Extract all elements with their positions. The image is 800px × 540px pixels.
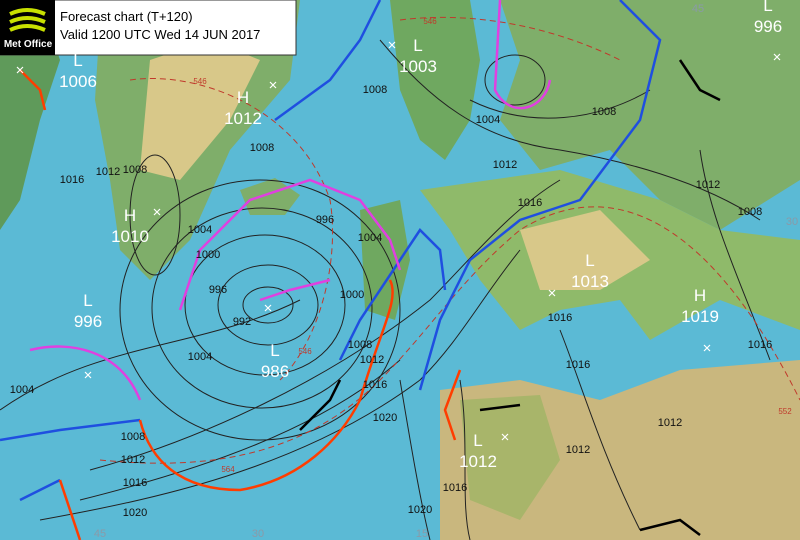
logo-text: Met Office: [4, 39, 53, 50]
isobar-label: 1016: [123, 477, 147, 489]
isobar-label: 1012: [493, 159, 517, 171]
center-pressure: 1019: [681, 307, 719, 326]
labels: L 1006 H 1012 H 1010 L 996 L 986 L 1003 L 996 L 1013 H 10…: [10, 0, 798, 540]
isobar-label: 1000: [340, 289, 364, 301]
isobar-label: 992: [233, 316, 251, 328]
isobar-label: 1008: [363, 84, 387, 96]
isobar-label: 1012: [96, 166, 120, 178]
center-type: H: [237, 88, 249, 107]
isobar-label: 1012: [121, 454, 145, 466]
thickness-label: 546: [423, 17, 437, 26]
isobar-label: 1004: [188, 351, 212, 363]
isobar-label: 1008: [348, 339, 372, 351]
center-type: L: [83, 291, 92, 310]
center-type: L: [763, 0, 772, 15]
center-pressure: 1006: [59, 72, 97, 91]
center-type: L: [585, 251, 594, 270]
center-pressure: 1012: [459, 452, 497, 471]
grid-label: 15: [416, 528, 428, 540]
center-pressure: 1010: [111, 227, 149, 246]
grid-label: 45: [94, 528, 106, 540]
header-box: Met Office Forecast chart (T+120) Valid …: [0, 0, 297, 56]
center-cross: [264, 304, 272, 312]
isobar-label: 996: [316, 214, 334, 226]
isobar-label: 1004: [10, 384, 34, 396]
isobar-label: 1008: [250, 142, 274, 154]
isobar-label: 1020: [123, 507, 147, 519]
thickness-label: 546: [298, 347, 312, 356]
grid-label: 30: [786, 216, 798, 228]
valid-time: Valid 1200 UTC Wed 14 JUN 2017: [60, 27, 260, 42]
center-pressure: 996: [74, 312, 102, 331]
center-type: H: [694, 286, 706, 305]
center-cross: [16, 66, 24, 74]
center-cross: [773, 53, 781, 61]
thickness-label: 552: [778, 407, 792, 416]
isobar-label: 1016: [60, 174, 84, 186]
thickness-label: 546: [193, 77, 207, 86]
fronts: [0, 0, 721, 540]
center-cross: [548, 289, 556, 297]
isobar-label: 1004: [188, 224, 212, 236]
center-pressure: 1013: [571, 272, 609, 291]
center-type: L: [270, 341, 279, 360]
isobar-label: 1016: [566, 359, 590, 371]
center-cross: [84, 371, 92, 379]
isobar-label: 1004: [358, 232, 382, 244]
isobar-label: 1016: [548, 312, 572, 324]
isobar-label: 996: [209, 284, 227, 296]
center-type: L: [413, 36, 422, 55]
isobar-label: 1012: [360, 354, 384, 366]
isobar-label: 1008: [738, 206, 762, 218]
isobar-label: 1012: [566, 444, 590, 456]
center-type: H: [124, 206, 136, 225]
center-cross: [388, 41, 396, 49]
thickness-label: 564: [221, 465, 235, 474]
isobar-label: 1008: [592, 106, 616, 118]
isobar-label: 1008: [123, 164, 147, 176]
isobar-label: 1016: [363, 379, 387, 391]
center-pressure: 1003: [399, 57, 437, 76]
center-type: L: [73, 51, 82, 70]
isobars: [0, 39, 771, 540]
center-type: L: [473, 431, 482, 450]
thickness-lines: [99, 16, 800, 464]
isobar-label: 1008: [121, 431, 145, 443]
isobar-label: 1016: [518, 197, 542, 209]
isobar-label: 1004: [476, 114, 500, 126]
isobar-label: 1000: [196, 249, 220, 261]
isobar-label: 1016: [748, 339, 772, 351]
center-cross: [153, 208, 161, 216]
chart-title: Forecast chart (T+120): [60, 9, 193, 24]
isobar-label: 1020: [408, 504, 432, 516]
center-pressure: 986: [261, 362, 289, 381]
center-cross: [269, 81, 277, 89]
isobar-label: 1016: [443, 482, 467, 494]
isobar-label: 1012: [696, 179, 720, 191]
center-pressure: 996: [754, 17, 782, 36]
center-cross: [703, 344, 711, 352]
center-cross: [501, 433, 509, 441]
grid-label: 30: [252, 528, 264, 540]
isobar-label: 1020: [373, 412, 397, 424]
isobar-label: 1012: [658, 417, 682, 429]
grid-label: 45: [692, 3, 704, 15]
center-pressure: 1012: [224, 109, 262, 128]
